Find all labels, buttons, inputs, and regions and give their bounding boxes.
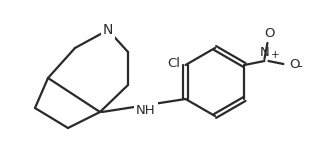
Text: -: - xyxy=(297,61,302,74)
Text: O: O xyxy=(290,57,300,71)
Text: N: N xyxy=(259,46,269,59)
Text: NH: NH xyxy=(136,104,156,117)
Text: N: N xyxy=(103,23,113,37)
Text: O: O xyxy=(264,27,275,40)
Text: Cl: Cl xyxy=(167,56,180,70)
Text: +: + xyxy=(271,50,280,60)
